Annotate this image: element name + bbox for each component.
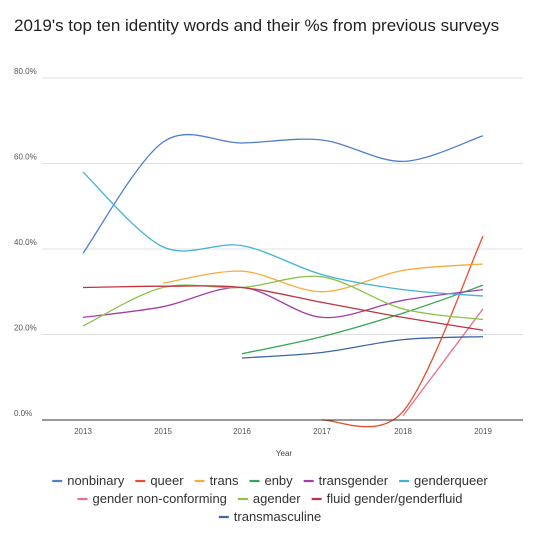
- series-line-agender: [82, 275, 484, 327]
- x-tick-label: 2017: [313, 427, 331, 436]
- y-tick-label: 0.0%: [14, 409, 32, 418]
- y-tick-label: 40.0%: [14, 238, 37, 247]
- series-line-genderqueer: [82, 171, 484, 297]
- legend-label: transgender: [319, 473, 389, 488]
- legend-label: fluid gender/genderfluid: [327, 491, 463, 506]
- legend-label: transmasculine: [234, 509, 321, 524]
- series-line-transmasculine: [241, 335, 484, 359]
- y-tick-label: 60.0%: [14, 153, 37, 162]
- legend-label: nonbinary: [67, 473, 125, 488]
- x-tick-label: 2019: [474, 427, 492, 436]
- series-lines: [82, 133, 484, 428]
- series-line-trans: [162, 263, 484, 293]
- series-line-queer: [321, 235, 484, 428]
- legend-label: trans: [210, 473, 239, 488]
- x-tick-label: 2015: [154, 427, 172, 436]
- y-tick-label: 20.0%: [14, 324, 37, 333]
- x-tick-label: 2016: [233, 427, 251, 436]
- series-line-enby: [241, 284, 484, 355]
- legend-label: queer: [150, 473, 184, 488]
- legend-label: enby: [264, 473, 293, 488]
- series-line-nonbinary: [82, 133, 484, 254]
- series-line-transgender: [82, 286, 484, 319]
- x-axis-title: Year: [276, 449, 293, 458]
- chart-title: 2019's top ten identity words and their …: [14, 16, 500, 35]
- axes: 0.0% 20.0% 40.0% 60.0% 80.0% 2013 2015 2016 2017…: [14, 67, 523, 436]
- gridlines: [42, 77, 523, 335]
- x-tick-label: 2018: [394, 427, 412, 436]
- legend: nonbinary queer trans enby transgender gender…: [52, 473, 488, 524]
- legend-label: gender non-conforming: [92, 491, 226, 506]
- y-tick-label: 80.0%: [14, 67, 37, 76]
- series-line-fluid-gender-genderfluid: [82, 285, 484, 331]
- x-tick-label: 2013: [74, 427, 92, 436]
- legend-label: agender: [253, 491, 301, 506]
- legend-label: genderqueer: [414, 473, 488, 488]
- series-line-gender-non-conforming: [402, 308, 484, 417]
